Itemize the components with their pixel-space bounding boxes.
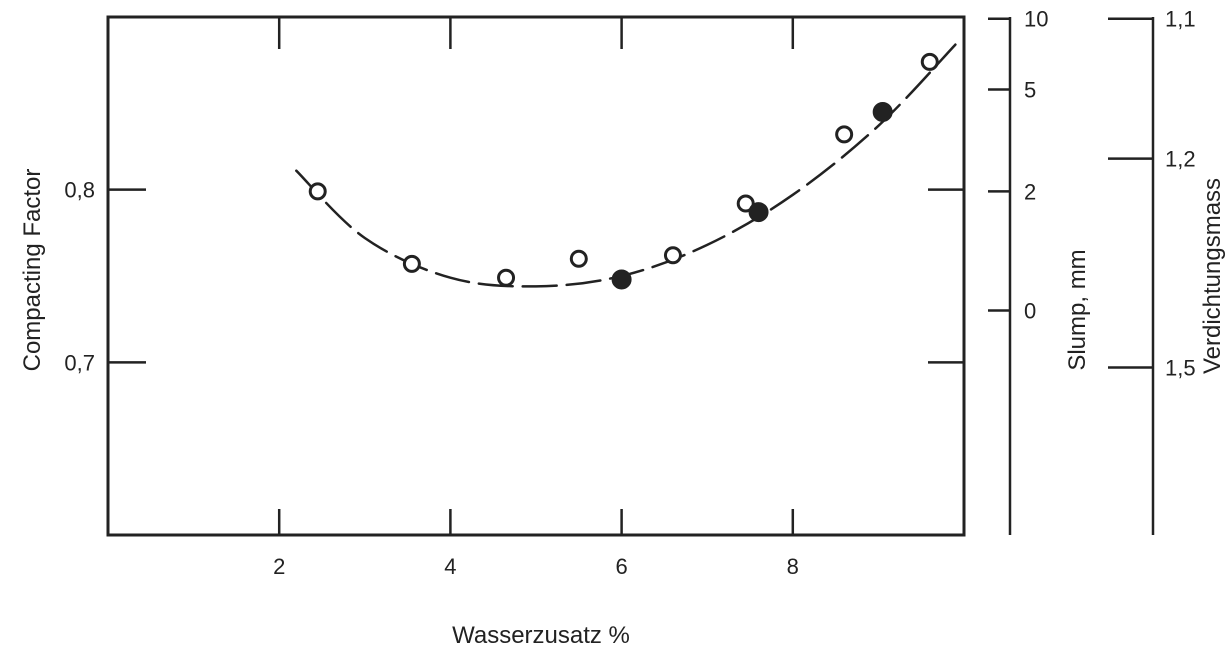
y-axis-ticks: 0,7 0,8	[64, 178, 964, 375]
slump-axis-title: Slump, mm	[1064, 249, 1091, 370]
slump-tick-label: 10	[1024, 7, 1048, 32]
data-point-open	[835, 125, 854, 144]
data-points	[308, 52, 939, 290]
verdichtungsmass-tick-label: 1,2	[1165, 147, 1196, 172]
x-axis-title: Wasserzusatz %	[452, 622, 630, 649]
y-axis-title: Compacting Factor	[19, 169, 46, 372]
data-point-open	[663, 246, 682, 265]
verdichtungsmass-axis-title: Verdichtungsmass	[1199, 178, 1226, 374]
data-point-filled	[611, 269, 632, 290]
slump-axis-ticks: 10 5 2 0	[988, 7, 1048, 324]
verdichtungsmass-tick-label: 1,5	[1165, 356, 1196, 381]
data-point-open	[569, 249, 588, 268]
x-tick-label: 4	[444, 554, 456, 579]
slump-tick-label: 5	[1024, 78, 1036, 103]
data-point-filled	[872, 101, 893, 122]
data-point-open	[920, 52, 939, 71]
data-point-open	[736, 194, 755, 213]
slump-tick-label: 0	[1024, 299, 1036, 324]
slump-tick-label: 2	[1024, 179, 1036, 204]
y-tick-label: 0,8	[64, 178, 95, 203]
y-tick-label: 0,7	[64, 350, 95, 375]
verdichtungsmass-tick-label: 1,1	[1165, 7, 1196, 32]
x-tick-label: 6	[615, 554, 627, 579]
verdichtungsmass-axis-ticks: 1,1 1,2 1,5	[1108, 7, 1196, 381]
plot-frame	[106, 15, 966, 537]
data-point-open	[497, 268, 516, 287]
x-axis-ticks: 2 4 6 8	[273, 17, 799, 579]
data-point-filled	[748, 202, 769, 223]
x-tick-label: 8	[787, 554, 799, 579]
data-point-open	[308, 182, 327, 201]
data-point-open	[402, 254, 421, 273]
x-tick-label: 2	[273, 554, 285, 579]
fit-curve	[295, 43, 957, 288]
